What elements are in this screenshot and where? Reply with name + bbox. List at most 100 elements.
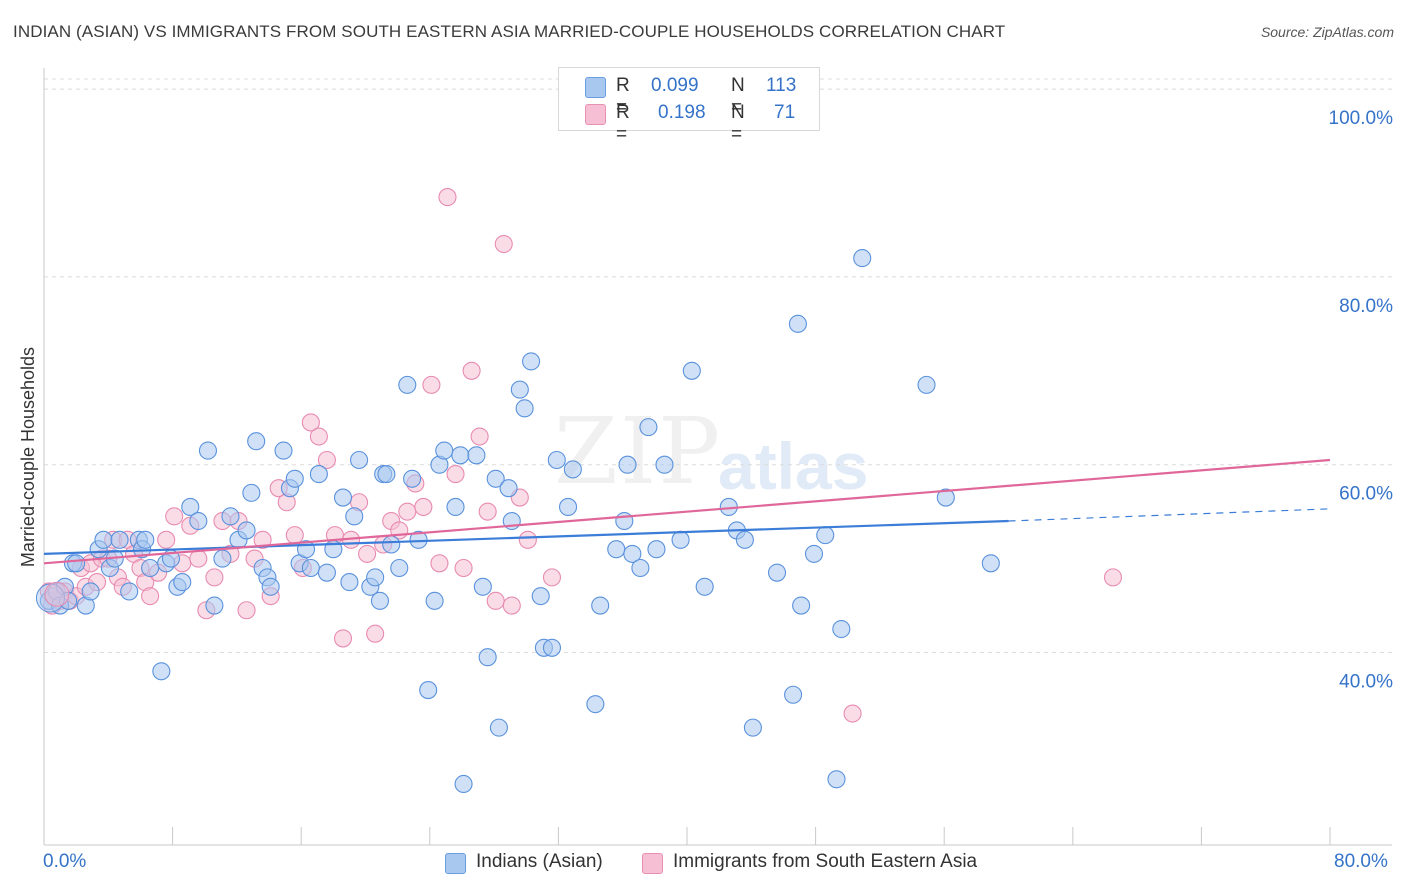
blue-point bbox=[446, 497, 465, 517]
blue-point bbox=[784, 685, 803, 704]
blue-point bbox=[631, 558, 650, 578]
bottom-legend-label-immigrants: Immigrants from South Eastern Asia bbox=[673, 851, 978, 872]
blue-point bbox=[333, 488, 353, 507]
blue-point bbox=[152, 662, 171, 681]
pink-point bbox=[301, 413, 320, 432]
blue-point bbox=[558, 497, 578, 517]
y-tick-label: 100.0% bbox=[1329, 108, 1394, 129]
blue-point bbox=[81, 582, 100, 601]
pink-point bbox=[317, 450, 336, 470]
r-value-blue: 0.099 bbox=[651, 75, 699, 96]
pink-point bbox=[430, 554, 449, 573]
n-value-blue: 113 bbox=[766, 75, 797, 96]
watermark-atlas: atlas bbox=[718, 429, 869, 503]
blue-point bbox=[350, 450, 369, 470]
blue-point bbox=[213, 549, 232, 568]
blue-point bbox=[467, 446, 486, 465]
blue-point bbox=[792, 596, 811, 615]
blue-point bbox=[237, 521, 256, 540]
blue-legend-swatch bbox=[445, 853, 466, 874]
blue-point bbox=[639, 418, 658, 437]
pink-point bbox=[309, 427, 328, 446]
x-tick-label-max: 80.0% bbox=[1334, 851, 1388, 872]
pink-swatch bbox=[585, 104, 606, 125]
pink-point bbox=[438, 188, 457, 207]
blue-point bbox=[370, 591, 390, 610]
blue-point bbox=[451, 446, 470, 465]
pink-point bbox=[189, 549, 208, 568]
blue-point bbox=[591, 596, 610, 615]
label-layer: 40.0% 60.0% 80.0% 100.0% Married-couple Hous… bbox=[18, 108, 1393, 692]
blue-point bbox=[499, 479, 518, 498]
pink-trend-line bbox=[43, 458, 1331, 565]
pink-point bbox=[502, 596, 521, 615]
pink-point bbox=[358, 544, 377, 563]
pink-point bbox=[205, 568, 224, 587]
pink-point bbox=[462, 361, 481, 380]
blue-swatch bbox=[585, 77, 606, 98]
pink-point bbox=[366, 624, 385, 643]
blue-point bbox=[586, 695, 605, 714]
blue-point bbox=[398, 375, 417, 394]
pink-point bbox=[478, 502, 497, 521]
pink-point bbox=[165, 507, 184, 526]
blue-point bbox=[510, 380, 529, 399]
blue-point bbox=[917, 375, 936, 394]
pink-point bbox=[253, 530, 272, 549]
blue-point bbox=[515, 399, 534, 418]
blue-point bbox=[623, 544, 642, 563]
n-value-pink: 71 bbox=[774, 102, 796, 123]
blue-point bbox=[309, 465, 328, 484]
blue-point bbox=[454, 774, 473, 794]
blue-point bbox=[205, 596, 224, 615]
blue-trend-extension bbox=[1008, 508, 1331, 522]
blue-point bbox=[221, 507, 240, 526]
pink-point bbox=[414, 497, 433, 517]
y-axis-title: Married-couple Households bbox=[18, 347, 38, 567]
y-tick-label: 60.0% bbox=[1339, 484, 1393, 505]
blue-point bbox=[489, 718, 508, 737]
pink-point bbox=[446, 465, 465, 484]
blue-point bbox=[67, 554, 86, 573]
source-credit: Source: ZipAtlas.com bbox=[1260, 24, 1394, 40]
blue-point bbox=[735, 530, 754, 549]
blue-point bbox=[788, 314, 807, 333]
blue-point bbox=[435, 441, 454, 460]
axis-layer bbox=[43, 68, 1392, 846]
blue-point bbox=[853, 249, 872, 268]
blue-point bbox=[542, 638, 562, 657]
blue-point bbox=[345, 507, 364, 526]
blue-point bbox=[682, 361, 701, 380]
chart-title: INDIAN (ASIAN) VS IMMIGRANTS FROM SOUTH … bbox=[13, 22, 1006, 41]
pink-point bbox=[237, 601, 256, 620]
pink-point bbox=[470, 427, 489, 446]
blue-point bbox=[473, 577, 492, 596]
blue-point bbox=[242, 483, 261, 502]
blue-point bbox=[419, 681, 438, 700]
blue-point bbox=[301, 558, 320, 578]
blue-point bbox=[181, 497, 200, 517]
blue-point bbox=[120, 582, 139, 601]
blue-point bbox=[141, 558, 160, 578]
blue-point bbox=[247, 432, 266, 451]
blue-point bbox=[317, 563, 336, 582]
blue-point bbox=[285, 469, 304, 488]
blue-point bbox=[382, 535, 401, 554]
pink-point bbox=[494, 234, 513, 254]
blue-point bbox=[189, 511, 208, 531]
watermark-zip: ZIP bbox=[554, 398, 723, 505]
pink-legend-swatch bbox=[642, 853, 663, 874]
pink-point bbox=[486, 591, 505, 610]
blue-point bbox=[274, 441, 293, 460]
blue-point bbox=[486, 469, 505, 488]
blue-point bbox=[671, 530, 690, 549]
blue-point bbox=[390, 558, 409, 578]
blue-point bbox=[110, 530, 129, 549]
n-label: N = bbox=[731, 75, 745, 118]
blue-point bbox=[615, 511, 634, 531]
pink-point-cluster bbox=[44, 581, 70, 607]
blue-point bbox=[563, 460, 582, 479]
blue-point bbox=[94, 530, 113, 549]
pink-point bbox=[157, 530, 176, 549]
pink-point bbox=[285, 526, 304, 545]
